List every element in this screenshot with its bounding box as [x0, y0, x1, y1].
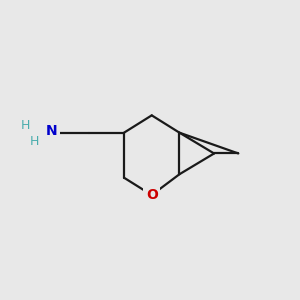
Text: H: H	[29, 135, 39, 148]
Text: O: O	[146, 188, 158, 202]
Text: N: N	[46, 124, 57, 138]
Text: H: H	[21, 119, 30, 132]
